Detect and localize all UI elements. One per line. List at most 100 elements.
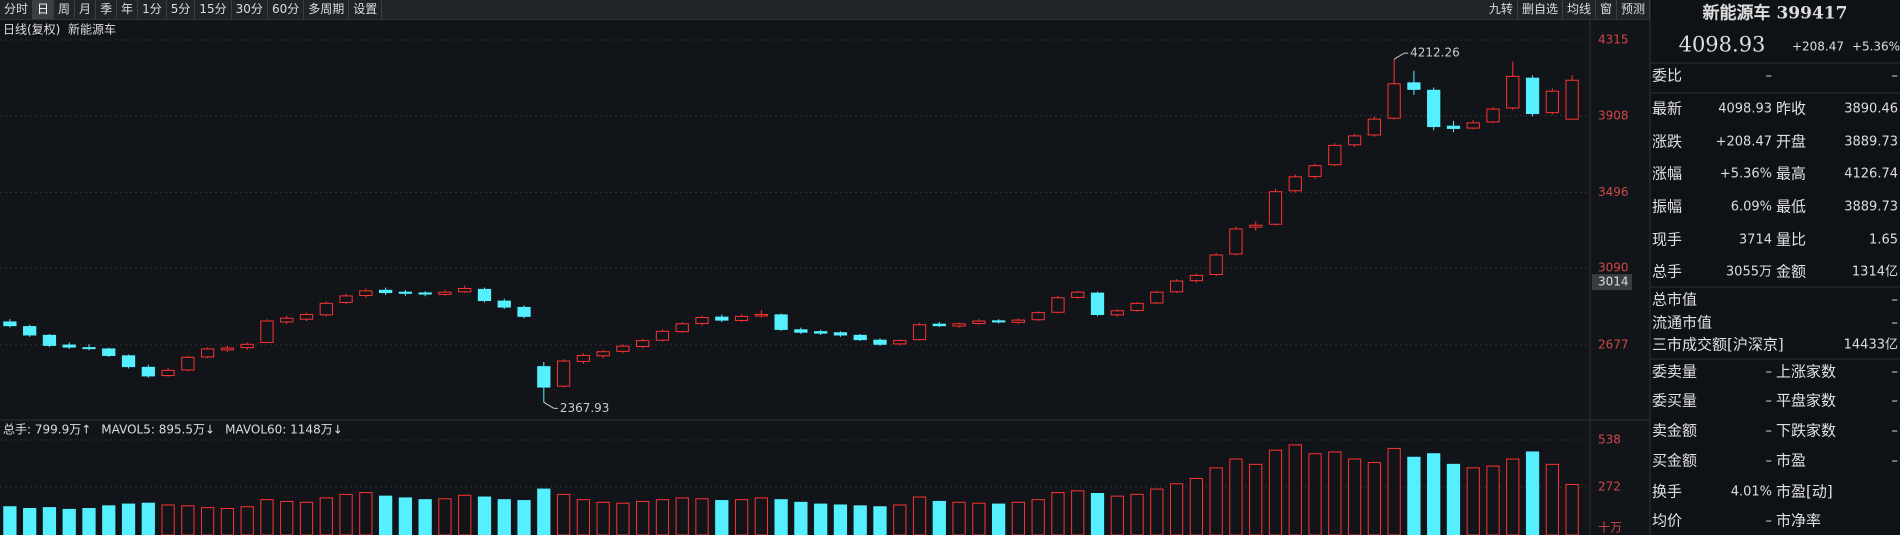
toolbar-button[interactable]: 30分 bbox=[232, 0, 268, 19]
quote-value: +208.47 bbox=[1716, 135, 1772, 150]
volume-bar bbox=[1308, 453, 1322, 535]
volume-bar bbox=[260, 499, 274, 535]
candle-body bbox=[616, 345, 630, 352]
candle-body bbox=[62, 344, 76, 348]
toolbar-button[interactable]: 均线 bbox=[1563, 0, 1596, 19]
quote-label: 金额 bbox=[1776, 263, 1806, 281]
toolbar-button[interactable]: 年 bbox=[117, 0, 139, 19]
candle-body bbox=[1031, 312, 1045, 321]
candle-body bbox=[893, 340, 907, 345]
candle-body bbox=[1525, 77, 1540, 115]
volume-bar bbox=[1229, 458, 1243, 535]
toolbar-button[interactable]: 月 bbox=[75, 0, 97, 19]
candle-body bbox=[359, 290, 373, 297]
candle-body bbox=[655, 330, 670, 341]
quote-label: 三市成交额[沪深京] bbox=[1652, 336, 1784, 354]
toolbar-button[interactable]: 1分 bbox=[138, 0, 167, 19]
candle-body bbox=[675, 323, 689, 333]
quote-value: 3890.46 bbox=[1844, 102, 1898, 117]
quote-value: – bbox=[1892, 293, 1899, 308]
volume-bar bbox=[1110, 495, 1124, 535]
candle-body bbox=[1288, 176, 1302, 192]
candle-body bbox=[695, 316, 709, 324]
volume-bar bbox=[141, 502, 155, 535]
volume-bar bbox=[1090, 492, 1105, 535]
candle-body bbox=[794, 329, 808, 333]
candle-body bbox=[23, 326, 37, 336]
quote-label: 上涨家数 bbox=[1776, 363, 1836, 381]
volume-bar bbox=[1486, 465, 1500, 535]
quote-label: 最新 bbox=[1652, 100, 1682, 118]
quote-value: +5.36% bbox=[1720, 167, 1772, 182]
volume-unit: 十万 bbox=[1598, 521, 1622, 535]
toolbar-button[interactable]: 分时 bbox=[0, 0, 34, 19]
candle-body bbox=[774, 314, 788, 330]
toolbar-button[interactable]: 日 bbox=[33, 0, 55, 19]
quote-value: 1.65 bbox=[1869, 233, 1898, 248]
candle-body bbox=[833, 332, 848, 336]
volume-bar bbox=[952, 501, 966, 535]
candle-body bbox=[319, 302, 333, 316]
volume-bar bbox=[754, 497, 768, 535]
quote-value: 3889.73 bbox=[1844, 135, 1898, 150]
toolbar-button[interactable]: 季 bbox=[96, 0, 118, 19]
quote-label: 最低 bbox=[1776, 198, 1806, 216]
toolbar-button[interactable]: 预测 bbox=[1617, 0, 1650, 19]
quote-value: – bbox=[1766, 394, 1773, 409]
volume-bar bbox=[339, 493, 353, 535]
volume-bar bbox=[556, 493, 571, 535]
quote-value: 4.01% bbox=[1731, 485, 1772, 500]
candle-body bbox=[1071, 291, 1085, 298]
quote-label: 市净率 bbox=[1776, 512, 1821, 530]
quote-label: 委比 bbox=[1652, 67, 1682, 85]
candle-body bbox=[497, 300, 511, 308]
candle-body bbox=[814, 331, 828, 334]
volume-bar bbox=[1506, 458, 1520, 535]
volume-bar bbox=[102, 505, 116, 535]
toolbar-button[interactable]: 周 bbox=[54, 0, 76, 19]
volume-bar bbox=[932, 500, 946, 535]
volume-bar bbox=[1525, 451, 1540, 535]
quote-value: – bbox=[1766, 69, 1773, 84]
candle-body bbox=[1249, 224, 1263, 228]
volume-bar bbox=[1328, 451, 1342, 535]
quote-value: – bbox=[1766, 424, 1773, 439]
candle-body bbox=[1189, 274, 1204, 282]
candle-body bbox=[1446, 125, 1461, 129]
candle-body bbox=[1486, 108, 1500, 123]
volume-bar bbox=[675, 497, 689, 535]
volume-bar bbox=[853, 505, 867, 535]
candle-body bbox=[102, 348, 116, 356]
candle-body bbox=[1308, 165, 1322, 177]
toolbar-button[interactable]: 九转 bbox=[1485, 0, 1518, 19]
toolbar-button[interactable]: 60分 bbox=[268, 0, 305, 19]
candle-body bbox=[398, 291, 413, 294]
volume-bar bbox=[181, 505, 195, 535]
volume-bar bbox=[220, 508, 235, 535]
toolbar-button[interactable]: 删自选 bbox=[1518, 0, 1563, 19]
volume-bar bbox=[873, 506, 887, 535]
volume-bar bbox=[1150, 488, 1164, 535]
toolbar-button[interactable]: 15分 bbox=[195, 0, 232, 19]
quote-label: 现手 bbox=[1652, 231, 1682, 249]
candle-body bbox=[378, 289, 393, 294]
toolbar-button[interactable]: 设置 bbox=[349, 0, 383, 19]
toolbar-button[interactable]: 5分 bbox=[167, 0, 196, 19]
candle-body bbox=[141, 366, 155, 377]
volume-legend: MAVOL60: 1148万↓ bbox=[225, 423, 343, 437]
volume-bar bbox=[378, 495, 393, 535]
candle-body bbox=[458, 287, 472, 293]
quote-label: 开盘 bbox=[1776, 133, 1806, 151]
toolbar-button[interactable]: 多周期 bbox=[304, 0, 350, 19]
candle-body bbox=[121, 355, 136, 368]
quote-value: 4098.93 bbox=[1718, 102, 1772, 117]
toolbar-right: 九转 删自选 均线窗预测 bbox=[1485, 0, 1650, 19]
quote-label: 均价 bbox=[1652, 512, 1682, 530]
toolbar-button[interactable]: 窗 bbox=[1596, 0, 1617, 19]
volume-bar bbox=[1565, 483, 1579, 535]
quote-label: 涨跌 bbox=[1652, 133, 1682, 151]
volume-bar bbox=[814, 503, 828, 535]
volume-bar bbox=[418, 499, 432, 535]
candle-body bbox=[477, 288, 492, 302]
